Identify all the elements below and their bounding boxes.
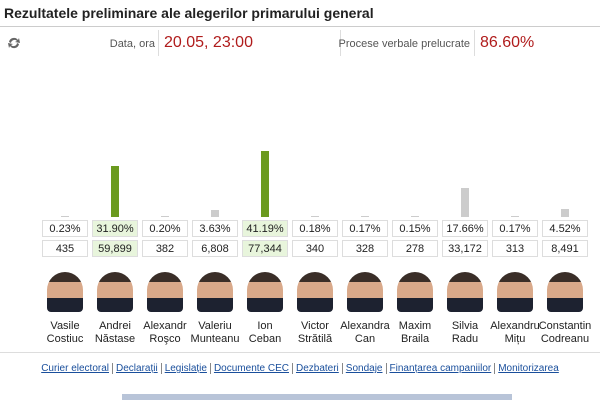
processed-label: Procese verbale prelucrate	[338, 38, 470, 50]
last-name: Roşco	[149, 333, 181, 345]
bar	[111, 165, 119, 217]
percent-cell: 3.63%	[192, 220, 238, 237]
candidate-photo	[347, 272, 383, 312]
candidate-photo	[547, 272, 583, 312]
candidate-name: Ion Ceban	[237, 320, 293, 346]
candidate-photo	[397, 272, 433, 312]
candidate-photo	[147, 272, 183, 312]
last-name: Ceban	[248, 333, 282, 345]
percent-cell: 4.52%	[542, 220, 588, 237]
candidate-photo	[497, 272, 533, 312]
last-name: Munteanu	[190, 333, 240, 345]
divider	[0, 26, 600, 27]
date-label: Data, ora	[109, 38, 155, 50]
bar	[161, 215, 169, 217]
first-name: Silvia	[451, 320, 479, 332]
votes-cell: 77,344	[242, 240, 288, 257]
first-name: Ion	[257, 320, 273, 332]
bar	[61, 215, 69, 217]
last-name: Năstase	[94, 333, 136, 345]
last-name: Costiuc	[46, 333, 84, 345]
last-name: Strătilă	[297, 333, 333, 345]
candidate-name: Andrei Năstase	[87, 320, 143, 346]
footer-link[interactable]: Declarații	[112, 363, 161, 374]
percent-cell: 0.23%	[42, 220, 88, 237]
candidate-name: Silvia Radu	[437, 320, 493, 346]
bar	[411, 215, 419, 217]
candidate-photo	[47, 272, 83, 312]
footer-link[interactable]: Dezbateri	[291, 363, 342, 374]
candidate-name: Valeriu Munteanu	[187, 320, 243, 346]
bar	[511, 215, 519, 217]
bar	[311, 215, 319, 217]
footer-link[interactable]: Curier electoral	[41, 363, 109, 374]
first-name: Victor	[301, 320, 329, 332]
candidate-name: Alexandru Mițu	[487, 320, 543, 346]
percent-cell: 0.17%	[492, 220, 538, 237]
votes-cell: 382	[142, 240, 188, 257]
last-name: Can	[354, 333, 376, 345]
page-title: Rezultatele preliminare ale alegerilor p…	[4, 5, 374, 21]
footer-link[interactable]: Sondaje	[341, 363, 386, 374]
votes-cell: 8,491	[542, 240, 588, 257]
bar	[211, 210, 219, 217]
separator	[474, 30, 475, 56]
first-name: Valeriu	[198, 320, 232, 332]
divider	[0, 352, 600, 353]
candidate-photo	[297, 272, 333, 312]
percent-cell: 17.66%	[442, 220, 488, 237]
percent-cell: 31.90%	[92, 220, 138, 237]
percent-cell: 41.19%	[242, 220, 288, 237]
separator	[158, 30, 159, 56]
candidate-name: Victor Strătilă	[287, 320, 343, 346]
footer-links: Curier electoral Declarații Legislație Docu…	[0, 363, 600, 374]
first-name: Alexandru	[490, 320, 540, 332]
candidate-photo	[447, 272, 483, 312]
first-name: Alexandra	[340, 320, 390, 332]
first-name: Constantin	[538, 320, 592, 332]
bar	[361, 215, 369, 217]
footer-link[interactable]: Finanțarea campaniilor	[385, 363, 495, 374]
candidate-photo	[247, 272, 283, 312]
votes-cell: 278	[392, 240, 438, 257]
date-value: 20.05, 23:00	[164, 34, 253, 51]
banner-image	[122, 394, 512, 400]
percent-cell: 0.15%	[392, 220, 438, 237]
footer-link[interactable]: Legislație	[160, 363, 210, 374]
percent-cell: 0.17%	[342, 220, 388, 237]
candidate-name: Alexandr Roşco	[137, 320, 193, 346]
bar	[461, 188, 469, 217]
footer-link[interactable]: Monitorizarea	[494, 363, 562, 374]
candidate-photo	[197, 272, 233, 312]
candidate-name: Vasile Costiuc	[37, 320, 93, 346]
votes-cell: 33,172	[442, 240, 488, 257]
separator	[340, 30, 341, 56]
percent-cell: 0.18%	[292, 220, 338, 237]
votes-cell: 6,808	[192, 240, 238, 257]
last-name: Radu	[451, 333, 479, 345]
candidate-name: Maxim Braila	[387, 320, 443, 346]
candidate-photo	[97, 272, 133, 312]
votes-cell: 435	[42, 240, 88, 257]
votes-cell: 340	[292, 240, 338, 257]
votes-cell: 313	[492, 240, 538, 257]
footer-link[interactable]: Documente CEC	[209, 363, 292, 374]
refresh-icon[interactable]	[6, 35, 22, 51]
first-name: Andrei	[99, 320, 131, 332]
candidate-name: Constantin Codreanu	[537, 320, 593, 346]
votes-cell: 328	[342, 240, 388, 257]
first-name: Maxim	[398, 320, 432, 332]
last-name: Codreanu	[540, 333, 590, 345]
percent-cell: 0.20%	[142, 220, 188, 237]
candidate-name: Alexandra Can	[337, 320, 393, 346]
votes-cell: 59,899	[92, 240, 138, 257]
last-name: Braila	[400, 333, 430, 345]
first-name: Vasile	[50, 320, 80, 332]
processed-value: 86.60%	[480, 34, 535, 51]
first-name: Alexandr	[143, 320, 187, 332]
bar	[561, 208, 569, 217]
last-name: Mițu	[504, 333, 526, 345]
bar	[261, 150, 269, 217]
